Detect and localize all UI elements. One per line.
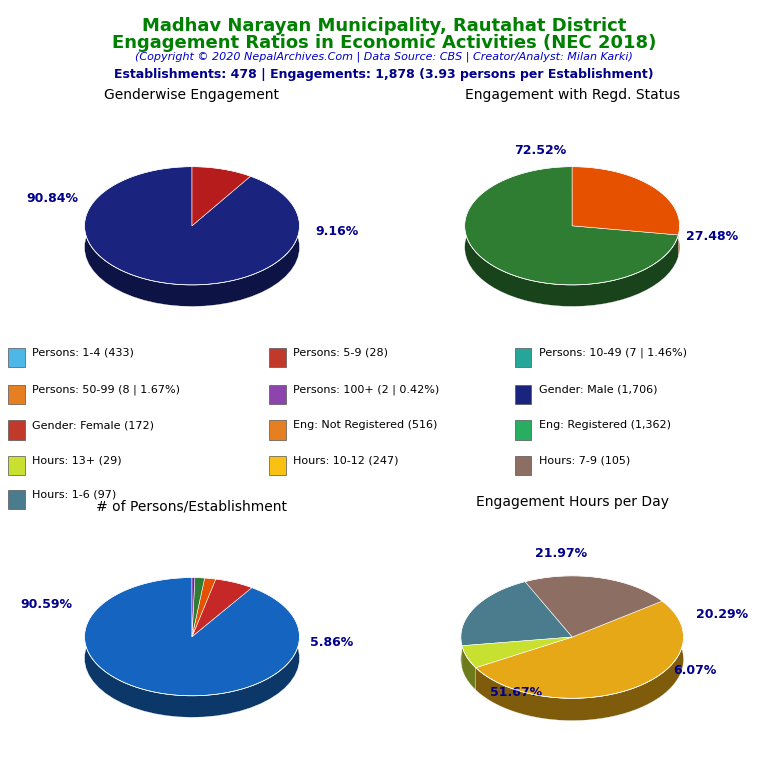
- FancyBboxPatch shape: [269, 455, 286, 475]
- Polygon shape: [192, 578, 204, 637]
- Polygon shape: [192, 167, 250, 197]
- Polygon shape: [84, 167, 300, 285]
- Title: Engagement Hours per Day: Engagement Hours per Day: [475, 495, 669, 509]
- FancyBboxPatch shape: [515, 455, 531, 475]
- FancyBboxPatch shape: [8, 455, 25, 475]
- Text: Persons: 10-49 (7 | 1.46%): Persons: 10-49 (7 | 1.46%): [539, 347, 687, 358]
- Polygon shape: [572, 167, 680, 257]
- Polygon shape: [462, 646, 475, 690]
- Text: Hours: 10-12 (247): Hours: 10-12 (247): [293, 455, 399, 465]
- Polygon shape: [195, 578, 204, 600]
- Polygon shape: [475, 601, 684, 720]
- Text: 72.52%: 72.52%: [514, 144, 566, 157]
- Polygon shape: [465, 167, 678, 285]
- FancyBboxPatch shape: [269, 385, 286, 404]
- Text: Madhav Narayan Municipality, Rautahat District: Madhav Narayan Municipality, Rautahat Di…: [142, 17, 626, 35]
- Text: Persons: 1-4 (433): Persons: 1-4 (433): [32, 347, 134, 357]
- Text: Eng: Registered (1,362): Eng: Registered (1,362): [539, 420, 671, 430]
- Text: 27.48%: 27.48%: [686, 230, 738, 243]
- Text: Eng: Not Registered (516): Eng: Not Registered (516): [293, 420, 438, 430]
- Polygon shape: [462, 637, 572, 667]
- FancyBboxPatch shape: [8, 489, 25, 509]
- Text: Gender: Male (1,706): Gender: Male (1,706): [539, 385, 657, 395]
- Polygon shape: [192, 579, 252, 637]
- Polygon shape: [525, 576, 662, 637]
- Text: 21.97%: 21.97%: [535, 547, 587, 560]
- Polygon shape: [84, 578, 300, 696]
- Text: Hours: 13+ (29): Hours: 13+ (29): [32, 455, 122, 465]
- Text: 90.59%: 90.59%: [21, 598, 73, 611]
- Polygon shape: [461, 581, 572, 646]
- Text: 20.29%: 20.29%: [697, 608, 749, 621]
- Polygon shape: [216, 579, 252, 609]
- FancyBboxPatch shape: [269, 420, 286, 439]
- Text: Engagement Ratios in Economic Activities (NEC 2018): Engagement Ratios in Economic Activities…: [112, 34, 656, 51]
- Text: Persons: 100+ (2 | 0.42%): Persons: 100+ (2 | 0.42%): [293, 384, 439, 395]
- FancyBboxPatch shape: [8, 385, 25, 404]
- Polygon shape: [475, 601, 684, 698]
- Polygon shape: [461, 581, 525, 668]
- Polygon shape: [84, 167, 300, 306]
- FancyBboxPatch shape: [515, 385, 531, 404]
- Polygon shape: [465, 167, 678, 306]
- FancyBboxPatch shape: [269, 348, 286, 367]
- Title: Genderwise Engagement: Genderwise Engagement: [104, 88, 280, 102]
- Text: Gender: Female (172): Gender: Female (172): [32, 420, 154, 430]
- Polygon shape: [572, 167, 680, 235]
- FancyBboxPatch shape: [8, 348, 25, 367]
- FancyBboxPatch shape: [515, 420, 531, 439]
- Text: Hours: 1-6 (97): Hours: 1-6 (97): [32, 489, 117, 499]
- Polygon shape: [204, 578, 216, 601]
- Text: Hours: 7-9 (105): Hours: 7-9 (105): [539, 455, 631, 465]
- Polygon shape: [525, 576, 662, 624]
- Polygon shape: [84, 578, 300, 717]
- Polygon shape: [192, 578, 195, 637]
- FancyBboxPatch shape: [8, 420, 25, 439]
- Title: Engagement with Regd. Status: Engagement with Regd. Status: [465, 88, 680, 102]
- Title: # of Persons/Establishment: # of Persons/Establishment: [97, 499, 287, 513]
- Polygon shape: [192, 578, 195, 599]
- Text: 5.86%: 5.86%: [310, 636, 353, 648]
- Text: (Copyright © 2020 NepalArchives.Com | Data Source: CBS | Creator/Analyst: Milan : (Copyright © 2020 NepalArchives.Com | Da…: [135, 51, 633, 62]
- Text: Persons: 50-99 (8 | 1.67%): Persons: 50-99 (8 | 1.67%): [32, 384, 180, 395]
- FancyBboxPatch shape: [515, 348, 531, 367]
- Text: 90.84%: 90.84%: [26, 193, 78, 205]
- Text: Persons: 5-9 (28): Persons: 5-9 (28): [293, 347, 389, 357]
- Text: Establishments: 478 | Engagements: 1,878 (3.93 persons per Establishment): Establishments: 478 | Engagements: 1,878…: [114, 68, 654, 81]
- Text: 6.07%: 6.07%: [673, 664, 717, 677]
- Polygon shape: [192, 578, 216, 637]
- Polygon shape: [192, 167, 250, 226]
- Text: 51.67%: 51.67%: [491, 687, 542, 699]
- Text: 9.16%: 9.16%: [316, 225, 359, 237]
